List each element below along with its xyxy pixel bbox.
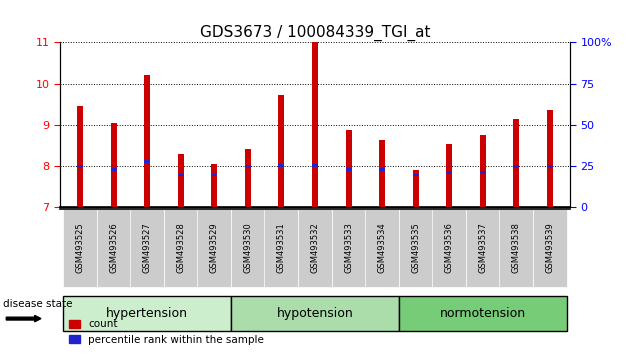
Bar <box>513 165 520 168</box>
Bar <box>144 160 150 163</box>
Text: GSM493534: GSM493534 <box>377 222 387 273</box>
Text: disease state: disease state <box>3 299 72 309</box>
Text: GSM493538: GSM493538 <box>512 222 521 273</box>
Text: hypotension: hypotension <box>277 307 353 320</box>
Text: GSM493525: GSM493525 <box>76 222 84 273</box>
Text: GSM493539: GSM493539 <box>546 222 554 273</box>
Bar <box>312 164 318 166</box>
Bar <box>211 173 217 176</box>
Text: GSM493536: GSM493536 <box>445 222 454 273</box>
Legend: count, percentile rank within the sample: count, percentile rank within the sample <box>65 315 268 349</box>
Bar <box>178 154 184 207</box>
Bar <box>278 164 285 166</box>
Text: GSM493527: GSM493527 <box>142 222 152 273</box>
Bar <box>211 164 217 207</box>
Text: GSM493530: GSM493530 <box>243 222 253 273</box>
Bar <box>446 171 452 173</box>
Bar <box>480 171 486 173</box>
Bar <box>379 141 385 207</box>
Text: GSM493537: GSM493537 <box>478 222 488 273</box>
Text: GSM493526: GSM493526 <box>109 222 118 273</box>
Bar <box>178 173 184 176</box>
Bar <box>77 165 83 168</box>
Text: normotension: normotension <box>440 307 526 320</box>
Bar <box>345 168 352 171</box>
Bar <box>547 165 553 168</box>
Text: hypertension: hypertension <box>106 307 188 320</box>
Text: GSM493529: GSM493529 <box>210 222 219 273</box>
Bar <box>245 165 251 168</box>
Bar <box>480 135 486 207</box>
Bar <box>278 95 285 207</box>
Text: GSM493531: GSM493531 <box>277 222 286 273</box>
Bar <box>446 144 452 207</box>
Text: GSM493533: GSM493533 <box>344 222 353 273</box>
Bar <box>110 123 117 207</box>
Text: GSM493535: GSM493535 <box>411 222 420 273</box>
Title: GDS3673 / 100084339_TGI_at: GDS3673 / 100084339_TGI_at <box>200 25 430 41</box>
Bar <box>110 168 117 171</box>
Bar <box>513 119 520 207</box>
Text: GSM493528: GSM493528 <box>176 222 185 273</box>
Bar <box>245 149 251 207</box>
Bar <box>345 130 352 207</box>
Bar <box>77 106 83 207</box>
Bar <box>547 110 553 207</box>
Bar <box>413 170 419 207</box>
Bar <box>312 42 318 207</box>
Bar <box>144 75 150 207</box>
Text: GSM493532: GSM493532 <box>311 222 319 273</box>
Bar <box>379 168 385 171</box>
Bar <box>413 173 419 176</box>
